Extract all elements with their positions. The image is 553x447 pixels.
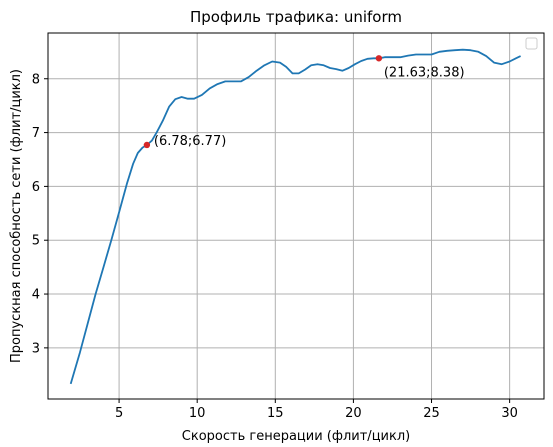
x-tick-label: 20 [345,406,362,421]
x-axis-label: Скорость генерации (флит/цикл) [182,429,410,444]
x-tick-label: 30 [501,406,518,421]
highlight-point [375,55,383,62]
y-tick-label: 4 [32,288,40,303]
y-tick-label: 6 [32,180,40,195]
y-tick-label: 3 [32,341,40,356]
y-tick-label: 7 [32,126,40,141]
y-tick-label: 5 [32,234,40,249]
highlight-point [143,141,151,149]
throughput-line [69,48,521,385]
marker-layer: (6.78;6.77) (21.63;8.38) [143,55,465,149]
legend-box [525,37,538,50]
chart-title: Профиль трафика: uniform [190,8,402,26]
y-axis-label: Пропускная способность сети (флит/цикл) [9,69,24,363]
tick-layer: 5 10 15 20 25 30 3 4 5 6 7 8 [32,72,518,421]
point-annotation: (6.78;6.77) [154,134,226,149]
x-tick-label: 10 [189,406,206,421]
x-tick-label: 15 [267,406,284,421]
plot-frame [47,32,545,400]
series-layer [69,48,521,385]
x-tick-label: 5 [115,406,123,421]
point-annotation: (21.63;8.38) [384,65,465,80]
grid [48,33,544,399]
y-tick-label: 8 [32,72,40,87]
x-tick-label: 25 [423,406,440,421]
